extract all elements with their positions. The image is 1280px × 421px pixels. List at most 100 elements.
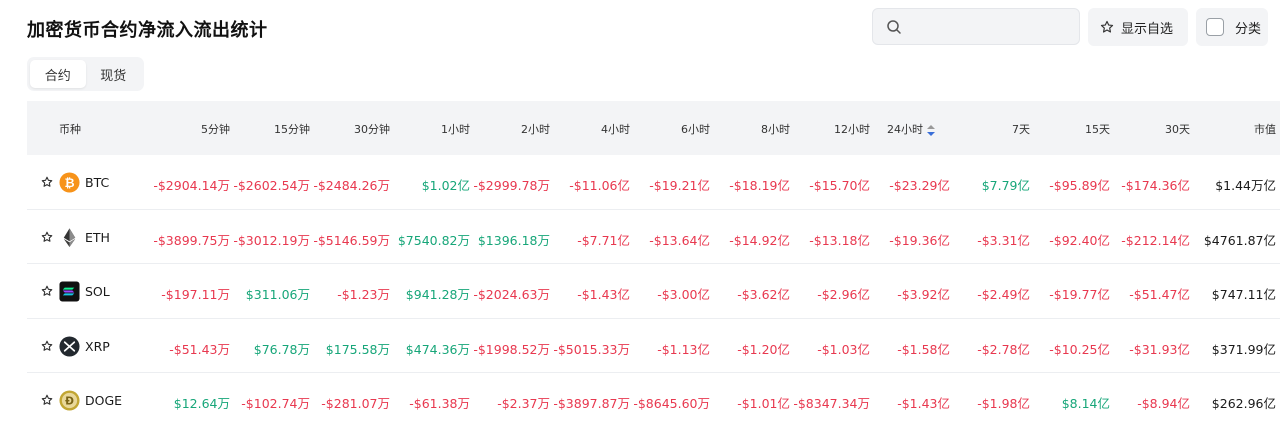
coin-symbol[interactable]: BTC — [85, 175, 110, 190]
flow-value: -$92.40亿 — [1049, 232, 1110, 248]
search-input[interactable] — [872, 8, 1080, 45]
flow-value: -$3012.19万 — [233, 232, 310, 248]
flow-value: $7540.82万 — [397, 232, 470, 248]
table-row[interactable]: ETH -$3899.75万 -$3012.19万 -$5146.59万 $7540.8… — [27, 210, 1280, 265]
market-cap-value: $1.44万亿 — [1215, 178, 1276, 193]
column-header-label: 5分钟 — [201, 123, 230, 136]
favorite-star-icon[interactable] — [41, 394, 53, 406]
flow-value: -$95.89亿 — [1049, 178, 1110, 193]
page-title: 加密货币合约净流入流出统计 — [27, 20, 268, 41]
column-header-label: 30天 — [1165, 123, 1190, 136]
column-header-label: 币种 — [59, 123, 81, 136]
flow-table: 币种 5分钟 15分钟 30分钟 1小时 2小时 4小时 6小时 8小时 12小时 24小时 7天 15… — [27, 101, 1280, 421]
table-row[interactable]: ₿ BTC -$2904.14万 -$2602.54万 -$2484.26万 $1.02亿… — [27, 155, 1280, 210]
column-header-label: 12小时 — [834, 123, 870, 136]
flow-value: -$23.29亿 — [889, 178, 950, 193]
flow-value: $474.36万 — [405, 341, 470, 357]
table-row[interactable]: Ð DOGE $12.64万 -$102.74万 -$281.07万 -$61.38万 -$… — [27, 373, 1280, 421]
flow-value: -$13.18亿 — [809, 232, 870, 248]
table-body: ₿ BTC -$2904.14万 -$2602.54万 -$2484.26万 $1.02亿… — [27, 155, 1280, 421]
flow-value: -$174.36亿 — [1121, 178, 1190, 193]
coin-symbol[interactable]: ETH — [85, 229, 110, 245]
flow-value: -$2.37万 — [497, 396, 550, 412]
favorite-star-icon[interactable] — [41, 176, 53, 188]
flow-value: -$61.38万 — [409, 396, 470, 412]
solana-icon — [59, 281, 80, 302]
flow-value: -$1.13亿 — [657, 341, 710, 357]
column-header-label: 1小时 — [441, 123, 470, 136]
flow-value: -$10.25亿 — [1049, 341, 1110, 357]
category-toggle[interactable]: 分类 — [1196, 8, 1268, 46]
column-header-12[interactable]: 15天 — [1085, 121, 1110, 137]
flow-value: $8.14亿 — [1061, 396, 1110, 412]
dogecoin-icon: Ð — [59, 390, 80, 411]
flow-value: -$3.62亿 — [737, 287, 790, 303]
flow-value: -$212.14亿 — [1121, 232, 1190, 248]
favorite-star-icon[interactable] — [41, 340, 53, 352]
column-header-5[interactable]: 2小时 — [521, 121, 550, 137]
coin-symbol[interactable]: SOL — [85, 284, 110, 300]
flow-value: -$51.43万 — [169, 341, 230, 357]
flow-value: -$3.92亿 — [897, 287, 950, 303]
column-header-2[interactable]: 15分钟 — [274, 121, 310, 137]
flow-value: -$8.94亿 — [1137, 396, 1190, 412]
xrp-icon — [59, 336, 80, 357]
flow-value: -$3.00亿 — [657, 287, 710, 303]
flow-value: $311.06万 — [245, 287, 310, 303]
flow-value: -$1.58亿 — [897, 341, 950, 357]
flow-value: -$51.47亿 — [1129, 287, 1190, 303]
tab-spot[interactable]: 现货 — [100, 68, 127, 84]
category-checkbox[interactable] — [1206, 18, 1224, 36]
column-header-label: 2小时 — [521, 123, 550, 136]
column-header-6[interactable]: 4小时 — [601, 121, 630, 137]
column-header-8[interactable]: 8小时 — [761, 121, 790, 137]
tab-futures[interactable]: 合约 — [30, 60, 86, 88]
flow-value: -$1.43亿 — [577, 287, 630, 303]
market-cap-value: $4761.87亿 — [1203, 232, 1276, 248]
favorite-star-icon[interactable] — [41, 285, 53, 297]
show-favorites-button[interactable]: 显示自选 — [1088, 8, 1188, 46]
column-header-label: 8小时 — [761, 123, 790, 136]
column-header-4[interactable]: 1小时 — [441, 121, 470, 137]
column-header-14[interactable]: 市值 — [1254, 121, 1276, 137]
flow-value: -$19.21亿 — [649, 178, 710, 193]
column-header-9[interactable]: 12小时 — [834, 121, 870, 137]
flow-value: $175.58万 — [325, 341, 390, 357]
show-favorites-label: 显示自选 — [1121, 21, 1174, 37]
flow-value: -$197.11万 — [161, 287, 230, 303]
table-row[interactable]: SOL -$197.11万 $311.06万 -$1.23万 $941.28万 -$202… — [27, 264, 1280, 319]
bitcoin-icon: ₿ — [59, 172, 80, 193]
flow-value: -$102.74万 — [241, 396, 310, 412]
column-header-7[interactable]: 6小时 — [681, 121, 710, 137]
column-header-10[interactable]: 24小时 — [887, 121, 935, 137]
table-row[interactable]: XRP -$51.43万 $76.78万 $175.58万 $474.36万 -$1998… — [27, 319, 1280, 374]
flow-value: -$15.70亿 — [809, 178, 870, 193]
star-icon — [1100, 20, 1114, 33]
flow-value: -$1.43亿 — [897, 396, 950, 412]
column-header-label: 6小时 — [681, 123, 710, 136]
svg-text:Ð: Ð — [65, 396, 74, 408]
flow-value: -$1.03亿 — [817, 341, 870, 357]
flow-value: -$5015.33万 — [553, 341, 630, 357]
column-header-13[interactable]: 30天 — [1165, 121, 1190, 137]
column-header-0[interactable]: 币种 — [59, 121, 81, 137]
flow-value: -$3897.87万 — [553, 396, 630, 412]
flow-value: -$3899.75万 — [153, 232, 230, 248]
column-header-1[interactable]: 5分钟 — [201, 121, 230, 137]
sort-icon[interactable] — [927, 124, 935, 136]
market-cap-value: $262.96亿 — [1211, 396, 1276, 412]
flow-value: -$5146.59万 — [313, 232, 390, 248]
favorite-star-icon[interactable] — [41, 231, 53, 243]
flow-value: -$8645.60万 — [633, 396, 710, 412]
column-header-label: 4小时 — [601, 123, 630, 136]
flow-value: -$2.78亿 — [977, 341, 1030, 357]
column-header-3[interactable]: 30分钟 — [354, 121, 390, 137]
flow-value: -$2602.54万 — [233, 178, 310, 193]
column-header-11[interactable]: 7天 — [1012, 121, 1030, 137]
column-header-label: 30分钟 — [354, 123, 390, 136]
flow-value: -$281.07万 — [321, 396, 390, 412]
coin-symbol[interactable]: XRP — [85, 338, 110, 354]
market-cap-value: $747.11亿 — [1211, 287, 1276, 303]
flow-value: $941.28万 — [405, 287, 470, 303]
coin-symbol[interactable]: DOGE — [85, 393, 123, 409]
